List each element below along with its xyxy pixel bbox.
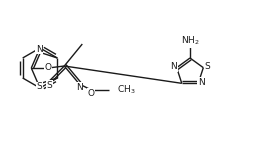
Text: N: N [36, 45, 43, 54]
Text: NH$_2$: NH$_2$ [181, 35, 199, 47]
Text: CH$_3$: CH$_3$ [117, 84, 136, 96]
Text: S: S [36, 82, 42, 91]
Text: O: O [45, 64, 52, 72]
Text: S: S [46, 80, 52, 90]
Text: N: N [170, 62, 177, 71]
Text: O: O [88, 89, 95, 97]
Text: N: N [76, 83, 83, 91]
Text: N: N [198, 78, 205, 87]
Text: S: S [205, 62, 210, 71]
